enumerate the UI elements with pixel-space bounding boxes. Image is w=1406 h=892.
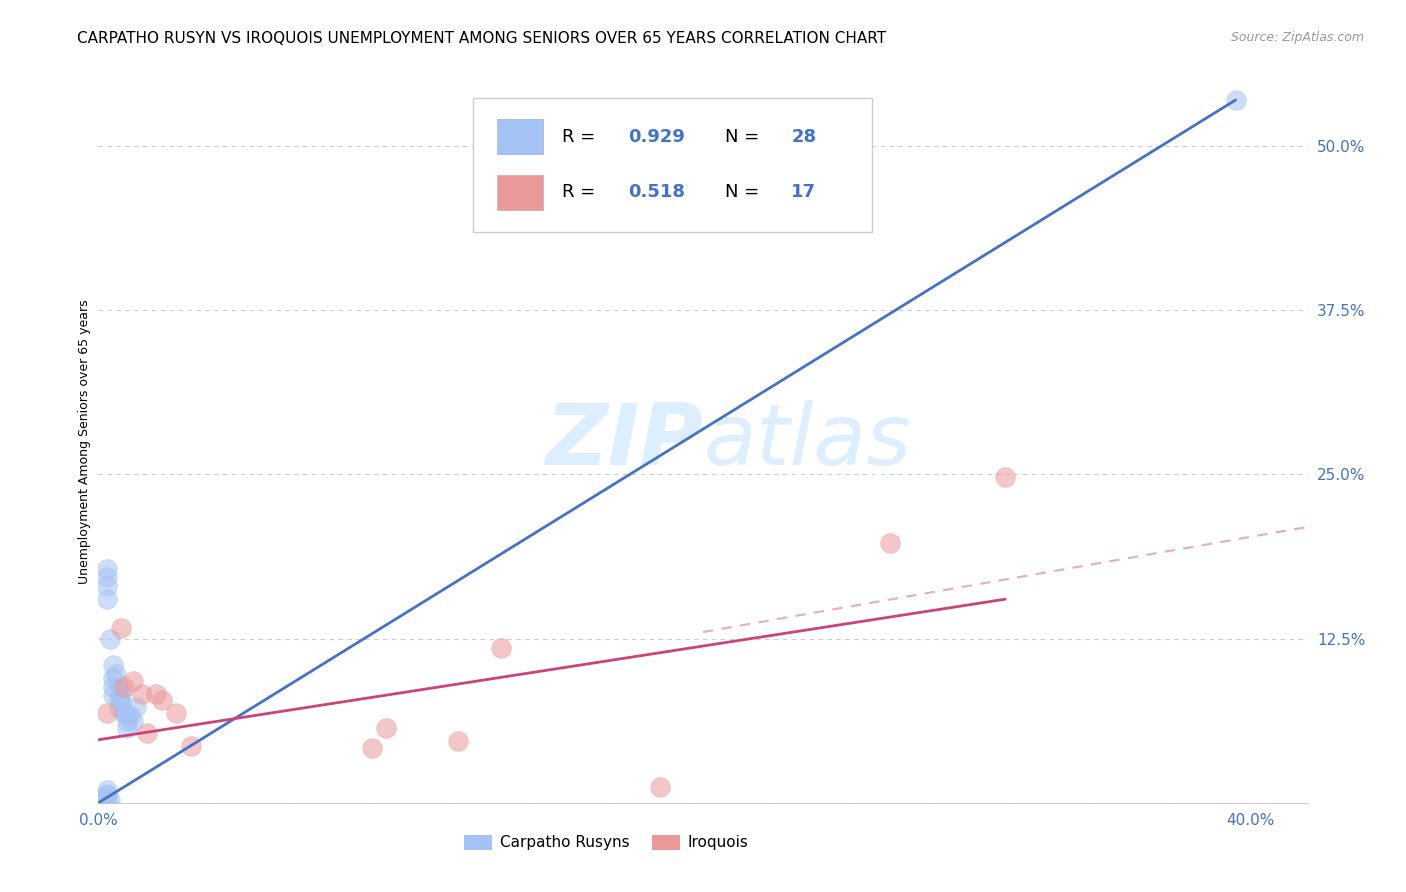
Point — [122, 673, 145, 688]
Point — [375, 721, 398, 735]
Text: CARPATHO RUSYN VS IROQUOIS UNEMPLOYMENT AMONG SENIORS OVER 65 YEARS CORRELATION : CARPATHO RUSYN VS IROQUOIS UNEMPLOYMENT … — [77, 31, 886, 46]
Point — [98, 632, 121, 646]
Text: ZIP: ZIP — [546, 400, 703, 483]
Point — [136, 726, 159, 740]
Y-axis label: Unemployment Among Seniors over 65 years: Unemployment Among Seniors over 65 years — [79, 299, 91, 584]
Point — [104, 667, 127, 681]
Point — [361, 740, 384, 755]
Point — [107, 693, 129, 707]
Point — [112, 680, 135, 694]
Point — [96, 579, 118, 593]
Point — [122, 714, 145, 729]
Point — [101, 671, 124, 685]
Point — [115, 707, 138, 722]
Point — [107, 680, 129, 694]
Text: Source: ZipAtlas.com: Source: ZipAtlas.com — [1230, 31, 1364, 45]
Text: R =: R = — [561, 183, 600, 202]
Text: 0.518: 0.518 — [628, 183, 685, 202]
Point — [101, 688, 124, 702]
Point — [101, 657, 124, 672]
FancyBboxPatch shape — [498, 120, 543, 154]
Point — [180, 739, 202, 754]
Text: 17: 17 — [792, 183, 817, 202]
Point — [101, 680, 124, 694]
Point — [131, 687, 153, 701]
Legend: Carpatho Rusyns, Iroquois: Carpatho Rusyns, Iroquois — [458, 829, 754, 856]
Point — [145, 687, 167, 701]
Text: N =: N = — [724, 183, 765, 202]
Point — [96, 782, 118, 797]
Text: R =: R = — [561, 128, 600, 145]
Point — [96, 570, 118, 584]
Point — [1225, 93, 1247, 107]
Text: atlas: atlas — [703, 400, 911, 483]
Text: 28: 28 — [792, 128, 817, 145]
Point — [165, 706, 187, 721]
Point — [98, 793, 121, 807]
Point — [107, 701, 129, 715]
Point — [110, 695, 132, 709]
Point — [994, 470, 1017, 484]
Point — [96, 592, 118, 607]
Point — [96, 706, 118, 721]
Text: N =: N = — [724, 128, 765, 145]
Point — [879, 535, 901, 549]
Point — [491, 640, 513, 655]
FancyBboxPatch shape — [474, 98, 872, 232]
Text: 0.929: 0.929 — [628, 128, 685, 145]
FancyBboxPatch shape — [498, 175, 543, 210]
Point — [120, 707, 142, 722]
Point — [115, 714, 138, 729]
Point — [125, 699, 148, 714]
Point — [447, 734, 470, 748]
Point — [96, 788, 118, 802]
Point — [648, 780, 671, 794]
Point — [96, 792, 118, 806]
Point — [110, 688, 132, 702]
Point — [96, 787, 118, 801]
Point — [110, 621, 132, 635]
Point — [150, 693, 173, 707]
Point — [96, 562, 118, 576]
Point — [112, 706, 135, 721]
Point — [115, 721, 138, 735]
